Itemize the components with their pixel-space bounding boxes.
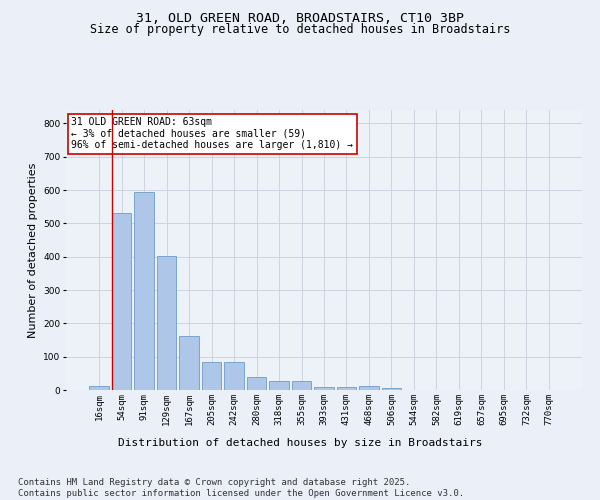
Bar [314, 386, 334, 390]
Bar [134, 192, 154, 390]
Bar [157, 256, 176, 390]
Text: 31, OLD GREEN ROAD, BROADSTAIRS, CT10 3BP: 31, OLD GREEN ROAD, BROADSTAIRS, CT10 3B… [136, 12, 464, 26]
Bar [179, 336, 199, 390]
Bar [359, 386, 379, 390]
Bar [224, 362, 244, 390]
Text: 31 OLD GREEN ROAD: 63sqm
← 3% of detached houses are smaller (59)
96% of semi-de: 31 OLD GREEN ROAD: 63sqm ← 3% of detache… [71, 117, 353, 150]
Bar [202, 362, 221, 390]
Bar [382, 388, 401, 390]
Text: Size of property relative to detached houses in Broadstairs: Size of property relative to detached ho… [90, 24, 510, 36]
Bar [292, 380, 311, 390]
Bar [112, 214, 131, 390]
Text: Contains HM Land Registry data © Crown copyright and database right 2025.
Contai: Contains HM Land Registry data © Crown c… [18, 478, 464, 498]
Y-axis label: Number of detached properties: Number of detached properties [28, 162, 38, 338]
Text: Distribution of detached houses by size in Broadstairs: Distribution of detached houses by size … [118, 438, 482, 448]
Bar [269, 380, 289, 390]
Bar [89, 386, 109, 390]
Bar [247, 376, 266, 390]
Bar [337, 386, 356, 390]
